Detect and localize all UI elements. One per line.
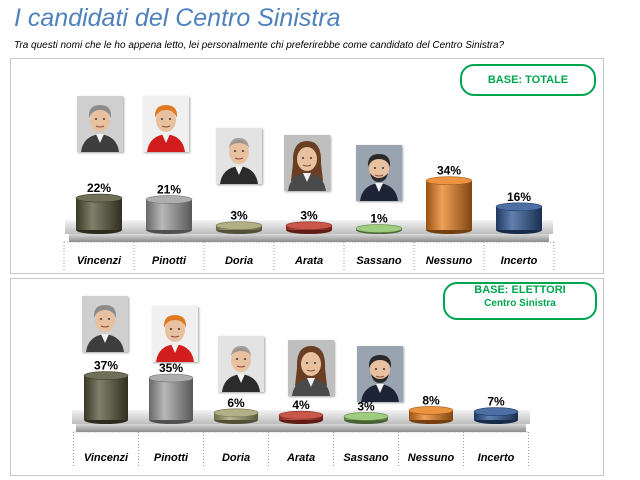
value-label: 1% (370, 212, 388, 226)
bar-vincenzi (75, 193, 123, 234)
portrait-woman-grey-hair-icon (77, 96, 123, 152)
chart-platform-edge (69, 234, 549, 242)
bar-incerto (473, 407, 519, 424)
bar-body (146, 199, 192, 230)
bar-body (409, 410, 453, 420)
portrait-woman-brown-hair-icon (288, 340, 334, 396)
chart-platform-edge (76, 424, 526, 432)
portrait-woman-grey-hair-icon (82, 296, 128, 352)
page-title: I candidati del Centro Sinistra (14, 4, 341, 32)
chart-panel-total: BASE: TOTALE 22% Vincenzi 21% Pinotti 3% Dori… (10, 58, 604, 274)
bar-top (213, 408, 259, 418)
category-label: Incerto (501, 255, 538, 267)
bar-incerto (495, 202, 543, 234)
bar-top (148, 373, 194, 383)
base-badge-label: BASE: TOTALE (487, 74, 569, 86)
base-badge-sublabel: Centro Sinistra (484, 298, 556, 309)
category-label: Nessuno (408, 452, 455, 464)
bar-top (215, 221, 263, 230)
category-label: Vincenzi (77, 255, 122, 267)
value-label: 34% (437, 164, 461, 178)
base-badge: BASE: ELETTORI Centro Sinistra (443, 282, 597, 320)
portrait-woman-brown-hair-icon (284, 135, 330, 191)
bar-body (426, 180, 472, 230)
bar-top (278, 410, 324, 420)
category-label: Vincenzi (84, 452, 129, 464)
category-label: Sassano (356, 255, 402, 267)
category-label: Nessuno (426, 255, 473, 267)
bar-pinotti (148, 373, 194, 424)
bar-sassano (355, 224, 403, 234)
value-label: 4% (292, 398, 310, 412)
bar-body (84, 375, 128, 420)
survey-question: Tra questi nomi che le ho appena letto, … (14, 40, 505, 51)
bar-sassano (343, 412, 389, 424)
bar-nessuno (425, 176, 473, 234)
portrait-man-bald-icon (218, 336, 264, 392)
portrait-man-dark-suit-icon (356, 145, 402, 201)
portrait-man-bald-icon (216, 128, 262, 184)
bar-pinotti (145, 195, 193, 234)
value-label: 6% (227, 396, 245, 410)
bar-top (355, 224, 403, 233)
value-label: 3% (357, 399, 375, 413)
value-label: 35% (159, 361, 183, 375)
category-label: Sassano (343, 452, 389, 464)
portrait-woman-red-jacket-icon (152, 306, 198, 362)
category-label: Pinotti (152, 255, 187, 267)
bar-arata (285, 221, 333, 234)
value-label: 16% (507, 190, 531, 204)
bar-top (425, 176, 473, 185)
bar-vincenzi (83, 371, 129, 424)
bar-body (496, 206, 542, 230)
value-label: 7% (487, 395, 505, 409)
value-label: 37% (94, 359, 118, 373)
category-label: Doria (222, 452, 250, 464)
bar-body (149, 378, 193, 420)
value-label: 8% (422, 393, 440, 407)
bar-doria (213, 408, 259, 424)
bar-body (76, 198, 122, 230)
bar-nessuno (408, 406, 454, 424)
bar-top (75, 193, 123, 203)
category-label: Arata (286, 452, 315, 464)
bar-top (408, 406, 454, 415)
bar-chart-elettori: 37% Vincenzi 35% Pinotti 6% Doria 4% Arata 3% Sas… (72, 359, 530, 467)
value-label: 3% (230, 209, 248, 223)
base-badge: BASE: TOTALE (460, 64, 596, 96)
bar-chart-total: 22% Vincenzi 21% Pinotti 3% Doria 3% Arata 1% Sas… (63, 164, 555, 270)
base-badge-label: BASE: ELETTORI (474, 284, 566, 296)
value-label: 21% (157, 183, 181, 197)
portrait-man-dark-suit-icon (357, 346, 403, 402)
value-label: 3% (300, 209, 318, 223)
bar-top (495, 202, 543, 212)
category-label: Pinotti (154, 452, 189, 464)
bar-top (473, 407, 519, 416)
bar-top (285, 221, 333, 230)
bar-arata (278, 410, 324, 424)
category-label: Incerto (478, 452, 515, 464)
bar-top (83, 371, 129, 380)
portrait-woman-red-jacket-icon (143, 96, 189, 152)
bar-doria (215, 221, 263, 234)
category-label: Doria (225, 255, 253, 267)
bar-top (343, 412, 389, 421)
value-label: 22% (87, 181, 111, 195)
category-label: Arata (294, 255, 323, 267)
bar-top (145, 195, 193, 204)
